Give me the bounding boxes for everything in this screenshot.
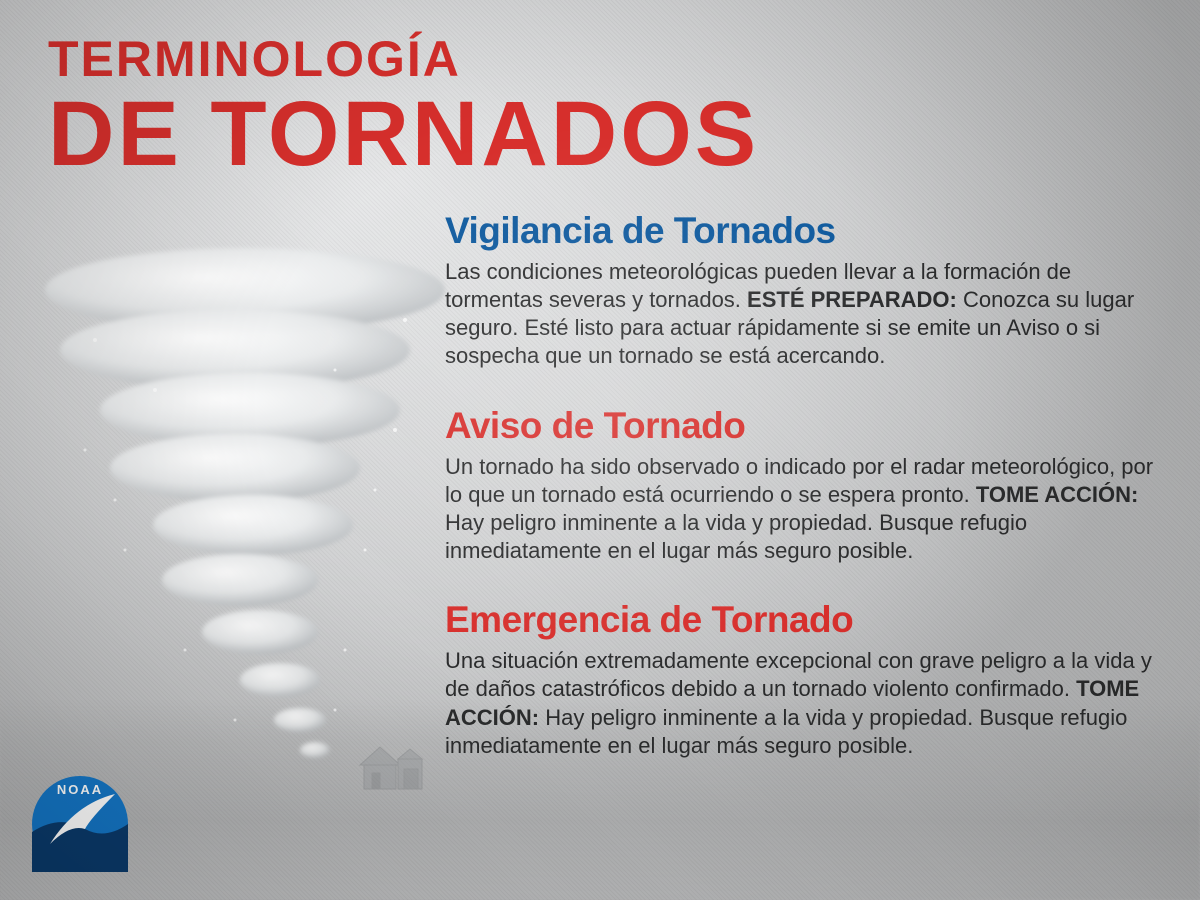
title-line-2: DE TORNADOS: [48, 82, 759, 187]
section-heading: Emergencia de Tornado: [445, 599, 1155, 641]
section-body: Un tornado ha sido observado o indicado …: [445, 453, 1155, 566]
house-icon: [350, 735, 430, 795]
body-bold: TOME ACCIÓN:: [976, 482, 1139, 507]
section-body: Una situación extremadamente excepcional…: [445, 647, 1155, 760]
body-pre: Una situación extremadamente excepcional…: [445, 648, 1152, 701]
section-heading: Vigilancia de Tornados: [445, 210, 1155, 252]
body-post: Hay peligro inminente a la vida y propie…: [445, 510, 1027, 563]
main-title: TERMINOLOGÍA DE TORNADOS: [48, 30, 759, 187]
body-bold: ESTÉ PREPARADO:: [747, 287, 957, 312]
title-line-1: TERMINOLOGÍA: [48, 30, 759, 88]
body-post: Hay peligro inminente a la vida y propie…: [445, 705, 1127, 758]
section-body: Las condiciones meteorológicas pueden ll…: [445, 258, 1155, 371]
section-vigilancia: Vigilancia de Tornados Las condiciones m…: [445, 210, 1155, 371]
noaa-label: NOAA: [57, 782, 103, 797]
section-emergencia: Emergencia de Tornado Una situación extr…: [445, 599, 1155, 760]
terminology-sections: Vigilancia de Tornados Las condiciones m…: [445, 210, 1155, 794]
section-heading: Aviso de Tornado: [445, 405, 1155, 447]
section-aviso: Aviso de Tornado Un tornado ha sido obse…: [445, 405, 1155, 566]
noaa-logo: NOAA: [30, 774, 130, 874]
